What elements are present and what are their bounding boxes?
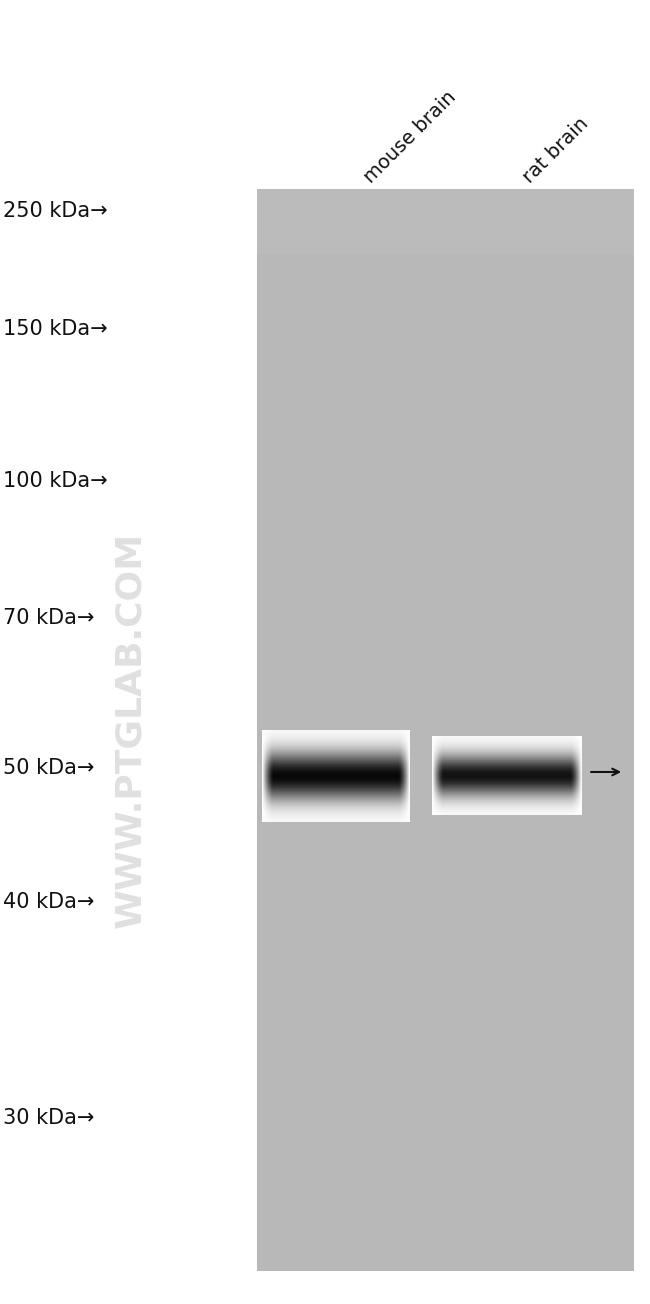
Text: 70 kDa→: 70 kDa→ [3, 608, 95, 629]
Text: 150 kDa→: 150 kDa→ [3, 318, 108, 339]
Text: 250 kDa→: 250 kDa→ [3, 201, 108, 222]
Text: 30 kDa→: 30 kDa→ [3, 1107, 95, 1128]
Bar [257, 189, 634, 254]
Text: mouse brain: mouse brain [360, 87, 460, 186]
Text: 100 kDa→: 100 kDa→ [3, 471, 108, 492]
Text: WWW.PTGLAB.COM: WWW.PTGLAB.COM [113, 532, 147, 928]
Text: 40 kDa→: 40 kDa→ [3, 892, 95, 913]
Text: 50 kDa→: 50 kDa→ [3, 758, 95, 778]
Bar [257, 189, 634, 1271]
Text: rat brain: rat brain [519, 113, 592, 186]
